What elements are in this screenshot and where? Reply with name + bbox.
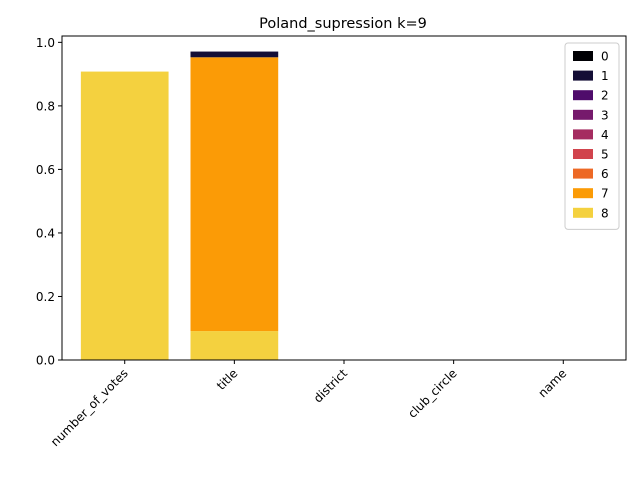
legend: 0 1 2 3 4 5 6 7 8 [564,42,620,230]
bars-group [80,51,279,360]
legend-label: 7 [601,187,609,201]
x-tick-label: number_of_votes [48,366,131,449]
y-tick-label: 0.8 [36,99,55,113]
legend-swatch [573,70,593,81]
legend-label: 4 [601,128,609,142]
y-tick-label: 0.6 [36,163,55,177]
legend-swatch [573,188,593,199]
bar-segment [190,57,279,332]
y-tick-label: 1.0 [36,36,55,50]
legend-label: 2 [601,89,609,103]
bar-segment [190,51,279,58]
y-tick-label: 0.2 [36,290,55,304]
legend-label: 6 [601,167,609,181]
legend-label: 1 [601,69,609,83]
chart-title: Poland_supression k=9 [259,16,427,32]
legend-label: 5 [601,148,609,162]
x-axis: number_of_votes title district club_circle n… [48,360,569,449]
bar-segment [80,71,169,360]
legend-swatch [573,149,593,159]
y-tick-label: 0.4 [36,226,55,240]
legend-swatch [573,168,593,179]
y-axis: 0.0 0.2 0.4 0.6 0.8 1.0 [36,36,62,368]
legend-swatch [573,109,593,120]
legend-swatch [573,207,593,218]
y-tick-label: 0.0 [36,354,55,368]
legend-label: 8 [601,206,609,220]
legend-label: 0 [601,50,609,64]
x-tick-label: title [214,366,240,392]
legend-swatch [573,90,593,101]
x-tick-label: name [535,366,569,400]
x-tick-label: district [311,366,350,405]
legend-swatch [573,129,593,140]
legend-swatch [573,51,593,61]
bar-segment [190,331,279,360]
x-tick-label: club_circle [405,366,460,421]
legend-label: 3 [601,108,609,122]
